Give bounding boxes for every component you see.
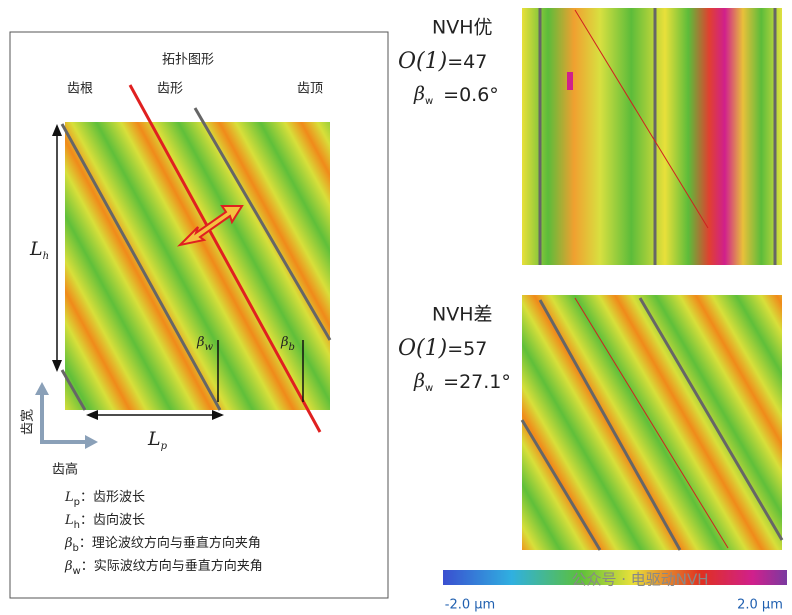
legend-text: ：齿形波长	[80, 490, 145, 505]
symbol: β	[64, 536, 73, 551]
arrow-head	[86, 410, 98, 420]
legend-text: ：理论波纹方向与垂直方向夹角	[79, 535, 261, 551]
theory-line	[128, 84, 322, 433]
symbol: L	[64, 513, 74, 528]
theory-line	[574, 297, 729, 549]
symbol: L	[147, 428, 161, 450]
subscript: h	[74, 520, 80, 531]
panel-title: NVH优	[432, 17, 493, 39]
wave-lines	[60, 107, 332, 411]
subscript: w	[73, 566, 81, 577]
arrow-head	[52, 124, 62, 136]
order-value: =57	[447, 338, 487, 360]
subscript: p	[161, 441, 168, 452]
angle-label: βw =0.6°	[413, 83, 499, 107]
symbol: β	[64, 559, 73, 574]
symbol: β	[280, 335, 289, 350]
subscript: b	[73, 543, 79, 554]
hot-spot	[567, 72, 573, 90]
order-label: O(1)=47	[398, 49, 487, 74]
legend-text: ：实际波纹方向与垂直方向夹角	[81, 558, 263, 574]
axis-arrows	[40, 392, 90, 444]
legend-item: Lh：齿向波长	[64, 512, 145, 532]
legend-item: Lp：齿形波长	[64, 490, 145, 509]
theory-line	[574, 9, 709, 229]
top-label: 齿顶	[297, 82, 323, 97]
symbol: β	[196, 335, 205, 350]
colorbar-max: 2.0 μm	[737, 598, 783, 613]
subscript: h	[43, 251, 49, 262]
angle-value: =27.1°	[443, 371, 511, 393]
watermark: 公众号 · 电驱动NVH	[571, 571, 708, 589]
legend-item: βb：理论波纹方向与垂直方向夹角	[64, 535, 261, 555]
legend: Lp：齿形波长Lh：齿向波长βb：理论波纹方向与垂直方向夹角βw：实际波纹方向与…	[64, 490, 263, 578]
order-label: O(1)=57	[398, 336, 487, 361]
dimension-lines	[56, 127, 304, 416]
panel-title: NVH差	[432, 304, 493, 326]
bw-label: βw	[196, 335, 214, 353]
bb-label: βb	[280, 335, 295, 353]
axis-width-label: 齿宽	[20, 409, 36, 435]
angle-symbol: β	[413, 370, 425, 392]
angle-value: =0.6°	[443, 84, 499, 106]
angle-sub: w	[425, 383, 433, 394]
angle-label: βw =27.1°	[413, 370, 511, 394]
order-value: =47	[447, 51, 487, 73]
order-symbol: O(1)	[398, 336, 447, 361]
legend-text: ：齿向波长	[80, 512, 145, 528]
subscript: w	[205, 342, 214, 353]
top-label: 齿形	[157, 82, 183, 97]
axis-height-label: 齿高	[52, 462, 78, 478]
angle-sub: w	[425, 96, 433, 107]
left-frame	[9, 31, 389, 599]
lp-label: Lp	[147, 428, 168, 452]
order-symbol: O(1)	[398, 49, 447, 74]
legend-item: βw：实际波纹方向与垂直方向夹角	[64, 558, 263, 578]
arrow-head	[212, 410, 224, 420]
arrow-head	[35, 382, 49, 395]
colorbar-min: -2.0 μm	[445, 598, 495, 613]
symbol: L	[29, 238, 43, 260]
wave-lines	[520, 297, 784, 551]
double-arrow	[176, 205, 244, 247]
heatmap-bad	[522, 295, 782, 550]
symbol: L	[64, 490, 74, 505]
wave-lines	[538, 8, 777, 265]
colorbar	[443, 570, 787, 585]
arrow-head	[52, 360, 62, 372]
subscript: p	[74, 497, 80, 508]
subscript: b	[289, 342, 295, 353]
arrow-head	[85, 435, 98, 449]
angle-symbol: β	[413, 83, 425, 105]
top-label: 齿根	[67, 82, 93, 97]
topology-title: 拓扑图形	[162, 53, 214, 68]
lh-label: Lh	[29, 238, 49, 262]
